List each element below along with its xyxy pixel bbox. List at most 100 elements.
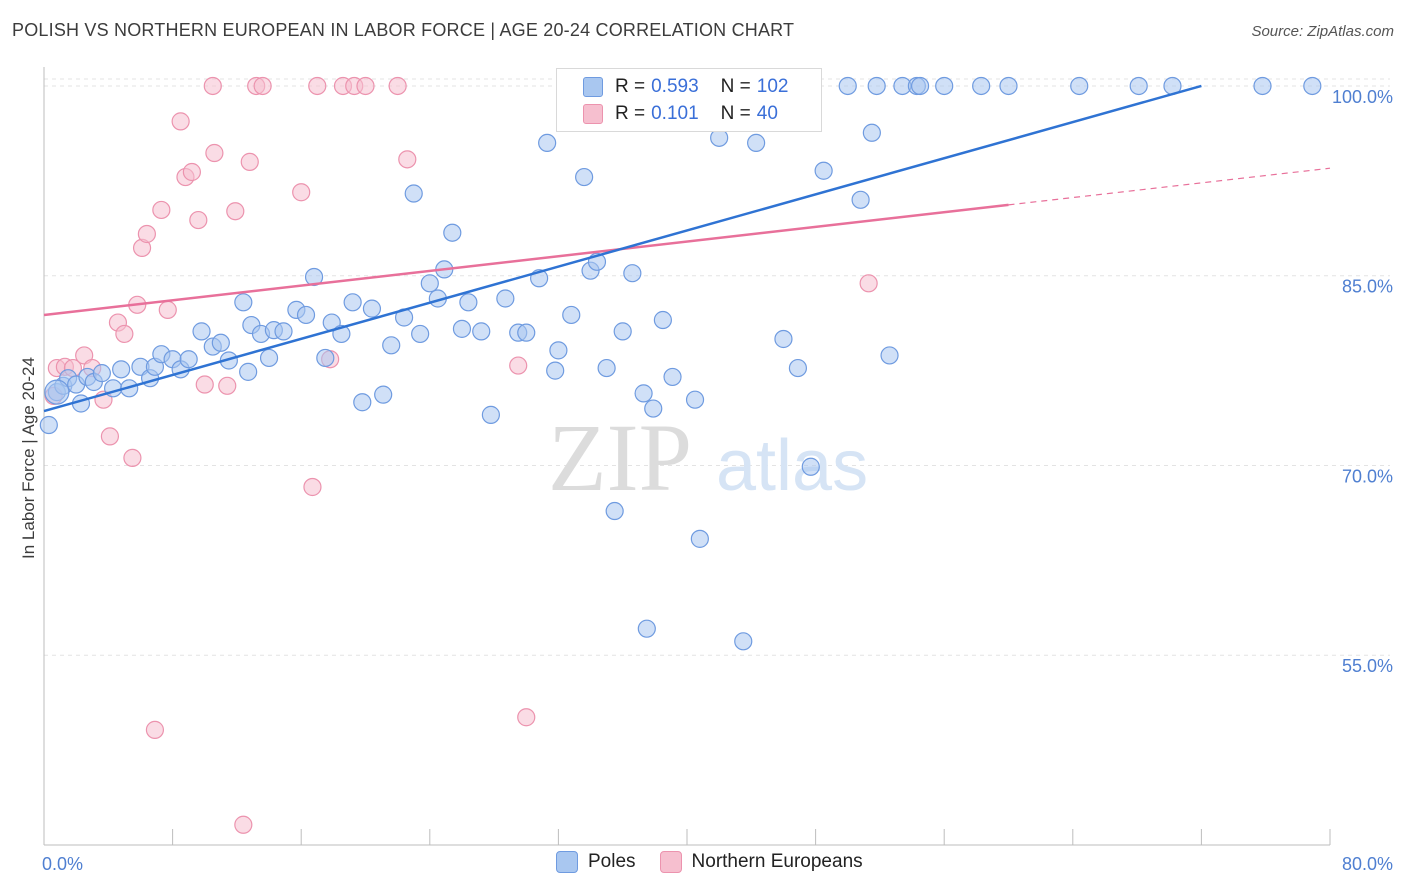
ne-point bbox=[100, 427, 120, 446]
poles-point bbox=[343, 293, 362, 312]
watermark-zip: ZIP bbox=[548, 404, 692, 511]
ne-point bbox=[240, 152, 259, 171]
poles-point bbox=[999, 76, 1018, 96]
ne-n-value: 40 bbox=[756, 103, 778, 124]
poles-point bbox=[838, 76, 857, 96]
ne-point bbox=[509, 356, 528, 375]
ne-point bbox=[517, 708, 536, 727]
ne-point bbox=[152, 200, 171, 220]
poles-point bbox=[613, 322, 632, 341]
poles-point bbox=[663, 367, 682, 387]
ne-point bbox=[303, 477, 322, 497]
ne-legend-label: Northern Europeans bbox=[691, 851, 863, 872]
poles-point bbox=[296, 305, 316, 325]
ne-point bbox=[356, 76, 375, 96]
poles-point bbox=[623, 264, 642, 283]
ne-point bbox=[158, 300, 177, 319]
ne-trend-extension bbox=[1008, 167, 1331, 206]
poles-n-value: 102 bbox=[756, 76, 789, 97]
poles-point bbox=[634, 384, 653, 403]
ne-point bbox=[205, 143, 224, 163]
poles-n-label: N = bbox=[720, 76, 751, 97]
poles-point bbox=[935, 76, 954, 96]
poles-point bbox=[972, 76, 991, 96]
poles-r-label: R = bbox=[615, 76, 646, 97]
ne-n-label: N = bbox=[720, 103, 751, 124]
y-tick-label: 85.0% bbox=[1342, 277, 1393, 297]
ne-legend-swatch bbox=[659, 851, 682, 873]
ne-point bbox=[123, 448, 142, 467]
poles-point bbox=[862, 123, 881, 142]
poles-swatch bbox=[583, 77, 603, 97]
poles-point bbox=[411, 324, 430, 344]
x-tick-label: 80.0% bbox=[1342, 854, 1393, 874]
ne-point bbox=[171, 112, 190, 131]
poles-point bbox=[304, 267, 324, 287]
y-axis-label: In Labor Force | Age 20-24 bbox=[19, 357, 38, 559]
poles-point bbox=[362, 299, 382, 318]
poles-point bbox=[1303, 76, 1322, 96]
x-tick-labels: 0.0% 80.0% bbox=[42, 854, 1393, 874]
stats-legend: R = 0.593 N = 102 R = 0.101 N = 40 bbox=[556, 68, 822, 132]
y-tick-label: 70.0% bbox=[1342, 466, 1393, 486]
poles-point bbox=[546, 361, 565, 380]
poles-point bbox=[404, 184, 423, 203]
poles-point bbox=[459, 293, 478, 312]
ne-point bbox=[234, 815, 253, 834]
poles-point bbox=[910, 76, 930, 96]
poles-point bbox=[420, 274, 439, 293]
poles-r-value: 0.593 bbox=[651, 76, 699, 97]
ne-point bbox=[195, 375, 214, 394]
poles-point bbox=[1129, 76, 1148, 96]
poles-point bbox=[597, 358, 616, 378]
chart-title: POLISH VS NORTHERN EUROPEAN IN LABOR FOR… bbox=[12, 20, 795, 40]
ne-point bbox=[182, 162, 201, 182]
series-legend: Poles Northern Europeans bbox=[556, 851, 887, 873]
legend-item-poles[interactable]: Poles bbox=[556, 851, 636, 873]
poles-point bbox=[637, 619, 656, 638]
ne-point bbox=[308, 76, 327, 96]
poles-point bbox=[239, 362, 258, 381]
poles-point bbox=[575, 167, 594, 187]
ne-point bbox=[388, 76, 407, 96]
ne-point bbox=[859, 274, 878, 293]
source-label: Source: ZipAtlas.com bbox=[1251, 23, 1394, 40]
poles-point bbox=[788, 358, 808, 378]
legend-row-northern-europeans: R = 0.101 N = 40 bbox=[583, 100, 784, 128]
poles-point bbox=[316, 348, 335, 368]
y-tick-label: 100.0% bbox=[1332, 87, 1393, 107]
poles-point bbox=[481, 405, 500, 424]
poles-point bbox=[211, 333, 230, 352]
legend-row-poles: R = 0.593 N = 102 bbox=[583, 73, 794, 101]
x-tick-label: 0.0% bbox=[42, 854, 83, 874]
axes bbox=[43, 67, 1331, 846]
poles-point bbox=[747, 133, 766, 153]
ne-point bbox=[137, 224, 156, 244]
poles-point bbox=[644, 399, 663, 418]
y-tick-label: 55.0% bbox=[1342, 656, 1393, 676]
poles-point bbox=[192, 322, 211, 341]
ne-point bbox=[203, 76, 222, 96]
ne-r-value: 0.101 bbox=[651, 103, 699, 124]
poles-point bbox=[452, 319, 472, 338]
poles-point bbox=[1253, 76, 1272, 96]
ne-point bbox=[145, 720, 165, 739]
ne-point bbox=[253, 76, 272, 96]
ne-point bbox=[218, 376, 237, 395]
legend-item-northern-europeans[interactable]: Northern Europeans bbox=[659, 851, 863, 873]
poles-point bbox=[1070, 76, 1089, 96]
poles-point bbox=[774, 329, 793, 349]
ne-swatch bbox=[583, 104, 603, 124]
trend-lines bbox=[43, 84, 1331, 413]
y-tick-labels: 100.0% 85.0% 70.0% 55.0% bbox=[1332, 87, 1393, 676]
poles-point bbox=[472, 322, 491, 341]
poles-point bbox=[814, 161, 833, 180]
ne-r-label: R = bbox=[615, 103, 646, 124]
poles-point bbox=[496, 289, 515, 308]
poles-point bbox=[685, 390, 705, 409]
poles-point bbox=[653, 310, 672, 330]
poles-point bbox=[734, 632, 753, 651]
ne-point bbox=[398, 150, 417, 169]
poles-point bbox=[549, 341, 568, 360]
poles-point bbox=[353, 393, 372, 412]
